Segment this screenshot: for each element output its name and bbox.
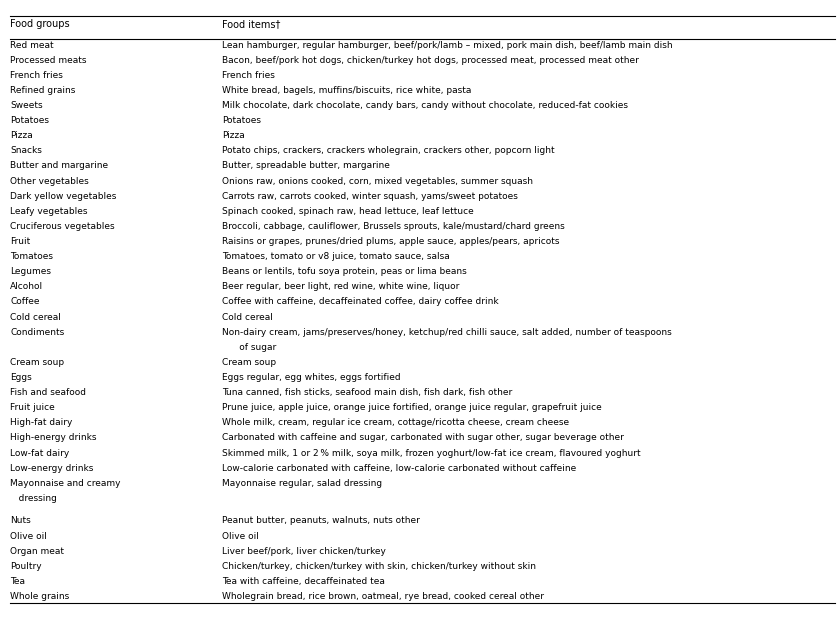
Text: Tuna canned, fish sticks, seafood main dish, fish dark, fish other: Tuna canned, fish sticks, seafood main d… xyxy=(222,388,513,397)
Text: Red meat: Red meat xyxy=(10,41,54,49)
Text: Carrots raw, carrots cooked, winter squash, yams/sweet potatoes: Carrots raw, carrots cooked, winter squa… xyxy=(222,192,519,201)
Text: Fish and seafood: Fish and seafood xyxy=(10,388,86,397)
Text: French fries: French fries xyxy=(222,71,275,80)
Text: Coffee: Coffee xyxy=(10,298,39,306)
Text: Wholegrain bread, rice brown, oatmeal, rye bread, cooked cereal other: Wholegrain bread, rice brown, oatmeal, r… xyxy=(222,592,545,601)
Text: Cold cereal: Cold cereal xyxy=(222,313,274,321)
Text: Fruit juice: Fruit juice xyxy=(10,403,55,412)
Text: Legumes: Legumes xyxy=(10,267,51,276)
Text: Sweets: Sweets xyxy=(10,101,43,110)
Text: Liver beef/pork, liver chicken/turkey: Liver beef/pork, liver chicken/turkey xyxy=(222,547,386,556)
Text: Spinach cooked, spinach raw, head lettuce, leaf lettuce: Spinach cooked, spinach raw, head lettuc… xyxy=(222,207,474,216)
Text: Cruciferous vegetables: Cruciferous vegetables xyxy=(10,222,115,231)
Text: Olive oil: Olive oil xyxy=(222,532,259,540)
Text: Beans or lentils, tofu soya protein, peas or lima beans: Beans or lentils, tofu soya protein, pea… xyxy=(222,267,467,276)
Text: Fruit: Fruit xyxy=(10,237,30,246)
Text: Peanut butter, peanuts, walnuts, nuts other: Peanut butter, peanuts, walnuts, nuts ot… xyxy=(222,517,420,525)
Text: Lean hamburger, regular hamburger, beef/pork/lamb – mixed, pork main dish, beef/: Lean hamburger, regular hamburger, beef/… xyxy=(222,41,673,49)
Text: Food items†: Food items† xyxy=(222,19,281,29)
Text: Organ meat: Organ meat xyxy=(10,547,64,556)
Text: Butter and margarine: Butter and margarine xyxy=(10,162,108,170)
Text: of sugar: of sugar xyxy=(222,343,277,352)
Text: Coffee with caffeine, decaffeinated coffee, dairy coffee drink: Coffee with caffeine, decaffeinated coff… xyxy=(222,298,499,306)
Text: Low-fat dairy: Low-fat dairy xyxy=(10,449,70,457)
Text: High-energy drinks: High-energy drinks xyxy=(10,434,96,442)
Text: Pizza: Pizza xyxy=(10,131,33,140)
Text: Pizza: Pizza xyxy=(222,131,245,140)
Text: Condiments: Condiments xyxy=(10,328,65,336)
Text: Whole grains: Whole grains xyxy=(10,592,70,601)
Text: Cold cereal: Cold cereal xyxy=(10,313,61,321)
Text: Poultry: Poultry xyxy=(10,562,42,571)
Text: Alcohol: Alcohol xyxy=(10,282,43,291)
Text: Olive oil: Olive oil xyxy=(10,532,47,540)
Text: Processed meats: Processed meats xyxy=(10,56,86,65)
Text: Refined grains: Refined grains xyxy=(10,86,76,95)
Text: High-fat dairy: High-fat dairy xyxy=(10,418,72,427)
Text: French fries: French fries xyxy=(10,71,63,80)
Text: Potatoes: Potatoes xyxy=(222,116,261,125)
Text: Dark yellow vegetables: Dark yellow vegetables xyxy=(10,192,117,201)
Text: Leafy vegetables: Leafy vegetables xyxy=(10,207,87,216)
Text: dressing: dressing xyxy=(10,494,57,503)
Text: Tea: Tea xyxy=(10,577,25,586)
Text: Other vegetables: Other vegetables xyxy=(10,177,89,185)
Text: Non-dairy cream, jams/preserves/honey, ketchup/red chilli sauce, salt added, num: Non-dairy cream, jams/preserves/honey, k… xyxy=(222,328,672,336)
Text: Cream soup: Cream soup xyxy=(10,358,65,367)
Text: Skimmed milk, 1 or 2 % milk, soya milk, frozen yoghurt/low-fat ice cream, flavou: Skimmed milk, 1 or 2 % milk, soya milk, … xyxy=(222,449,641,457)
Text: Onions raw, onions cooked, corn, mixed vegetables, summer squash: Onions raw, onions cooked, corn, mixed v… xyxy=(222,177,534,185)
Text: Tomatoes, tomato or v8 juice, tomato sauce, salsa: Tomatoes, tomato or v8 juice, tomato sau… xyxy=(222,252,450,261)
Text: Milk chocolate, dark chocolate, candy bars, candy without chocolate, reduced-fat: Milk chocolate, dark chocolate, candy ba… xyxy=(222,101,628,110)
Text: Tomatoes: Tomatoes xyxy=(10,252,53,261)
Text: Beer regular, beer light, red wine, white wine, liquor: Beer regular, beer light, red wine, whit… xyxy=(222,282,460,291)
Text: Prune juice, apple juice, orange juice fortified, orange juice regular, grapefru: Prune juice, apple juice, orange juice f… xyxy=(222,403,602,412)
Text: Food groups: Food groups xyxy=(10,19,70,29)
Text: Eggs regular, egg whites, eggs fortified: Eggs regular, egg whites, eggs fortified xyxy=(222,373,401,382)
Text: Whole milk, cream, regular ice cream, cottage/ricotta cheese, cream cheese: Whole milk, cream, regular ice cream, co… xyxy=(222,418,570,427)
Text: Tea with caffeine, decaffeinated tea: Tea with caffeine, decaffeinated tea xyxy=(222,577,385,586)
Text: Snacks: Snacks xyxy=(10,146,42,155)
Text: Potatoes: Potatoes xyxy=(10,116,49,125)
Text: Chicken/turkey, chicken/turkey with skin, chicken/turkey without skin: Chicken/turkey, chicken/turkey with skin… xyxy=(222,562,536,571)
Text: Mayonnaise and creamy: Mayonnaise and creamy xyxy=(10,479,121,488)
Text: Nuts: Nuts xyxy=(10,517,31,525)
Text: Butter, spreadable butter, margarine: Butter, spreadable butter, margarine xyxy=(222,162,390,170)
Text: Raisins or grapes, prunes/dried plums, apple sauce, apples/pears, apricots: Raisins or grapes, prunes/dried plums, a… xyxy=(222,237,560,246)
Text: Mayonnaise regular, salad dressing: Mayonnaise regular, salad dressing xyxy=(222,479,383,488)
Text: Bacon, beef/pork hot dogs, chicken/turkey hot dogs, processed meat, processed me: Bacon, beef/pork hot dogs, chicken/turke… xyxy=(222,56,639,65)
Text: Potato chips, crackers, crackers wholegrain, crackers other, popcorn light: Potato chips, crackers, crackers wholegr… xyxy=(222,146,555,155)
Text: White bread, bagels, muffins/biscuits, rice white, pasta: White bread, bagels, muffins/biscuits, r… xyxy=(222,86,472,95)
Text: Eggs: Eggs xyxy=(10,373,32,382)
Text: Broccoli, cabbage, cauliflower, Brussels sprouts, kale/mustard/chard greens: Broccoli, cabbage, cauliflower, Brussels… xyxy=(222,222,565,231)
Text: Cream soup: Cream soup xyxy=(222,358,277,367)
Text: Low-calorie carbonated with caffeine, low-calorie carbonated without caffeine: Low-calorie carbonated with caffeine, lo… xyxy=(222,464,576,472)
Text: Carbonated with caffeine and sugar, carbonated with sugar other, sugar beverage : Carbonated with caffeine and sugar, carb… xyxy=(222,434,624,442)
Text: Low-energy drinks: Low-energy drinks xyxy=(10,464,93,472)
